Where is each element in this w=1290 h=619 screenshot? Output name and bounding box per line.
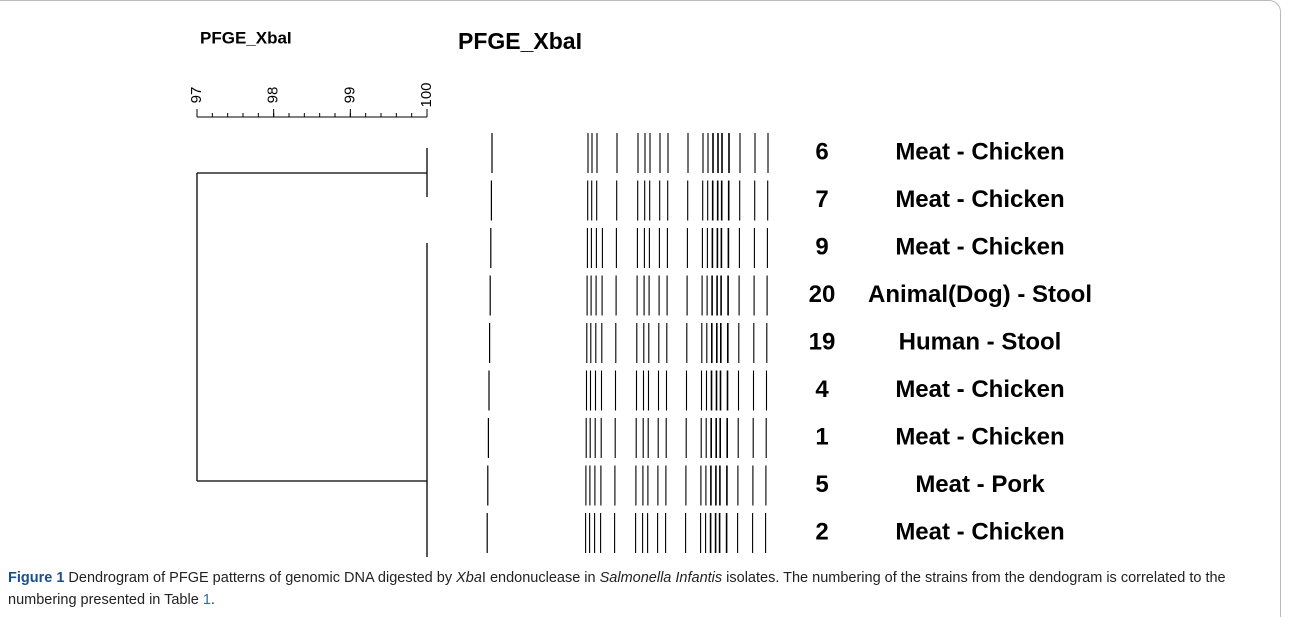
isolate-source: Meat - Chicken: [895, 376, 1064, 403]
panel-title: PFGE_XbaI: [458, 28, 582, 54]
caption-text: Dendrogram of PFGE patterns of genomic D…: [64, 570, 456, 586]
caption-italic: Salmonella Infantis: [600, 570, 723, 586]
isolate-number: 19: [809, 328, 836, 355]
gel-bands: [487, 133, 768, 553]
scale-tick-label: 99: [341, 87, 358, 104]
isolate-source: Meat - Chicken: [895, 138, 1064, 165]
caption: Figure 1 Dendrogram of PFGE patterns of …: [8, 567, 1258, 611]
isolate-source: Meat - Chicken: [895, 186, 1064, 213]
isolate-source: Meat - Chicken: [895, 233, 1064, 260]
isolate-source: Animal(Dog) - Stool: [868, 281, 1092, 308]
caption-text: I endonuclease in: [482, 570, 600, 586]
isolate-number: 2: [815, 518, 828, 545]
isolate-source: Human - Stool: [899, 328, 1062, 355]
isolate-source: Meat - Pork: [915, 471, 1045, 498]
rows: 6 Meat - Chicken 7 Meat - Chicken 9 Meat - Ch…: [809, 138, 1092, 545]
isolate-number: 5: [815, 471, 828, 498]
isolate-number: 9: [815, 233, 828, 260]
isolate-number: 1: [815, 423, 828, 450]
isolate-number: 6: [815, 138, 828, 165]
page: PFGE_XbaI PFGE_XbaI 979899100 6Meat - Ch…: [0, 0, 1290, 619]
scale-tick-label: 100: [418, 82, 435, 107]
scale-tick-label: 97: [188, 87, 205, 104]
isolate-number: 4: [815, 376, 829, 403]
scale: 97 98 99 100: [188, 82, 435, 117]
isolate-source: Meat - Chicken: [895, 518, 1064, 545]
isolate-source: Meat - Chicken: [895, 423, 1064, 450]
isolate-number: 7: [815, 186, 828, 213]
isolate-number: 20: [809, 281, 836, 308]
table-link[interactable]: 1: [203, 592, 211, 608]
caption-text: .: [211, 592, 215, 608]
panel-title: PFGE_XbaI: [200, 28, 292, 47]
scale-tick-label: 98: [265, 87, 282, 104]
dendrogram: [197, 148, 427, 557]
caption-italic: Xba: [456, 570, 482, 586]
caption-label: Figure 1: [8, 570, 64, 586]
